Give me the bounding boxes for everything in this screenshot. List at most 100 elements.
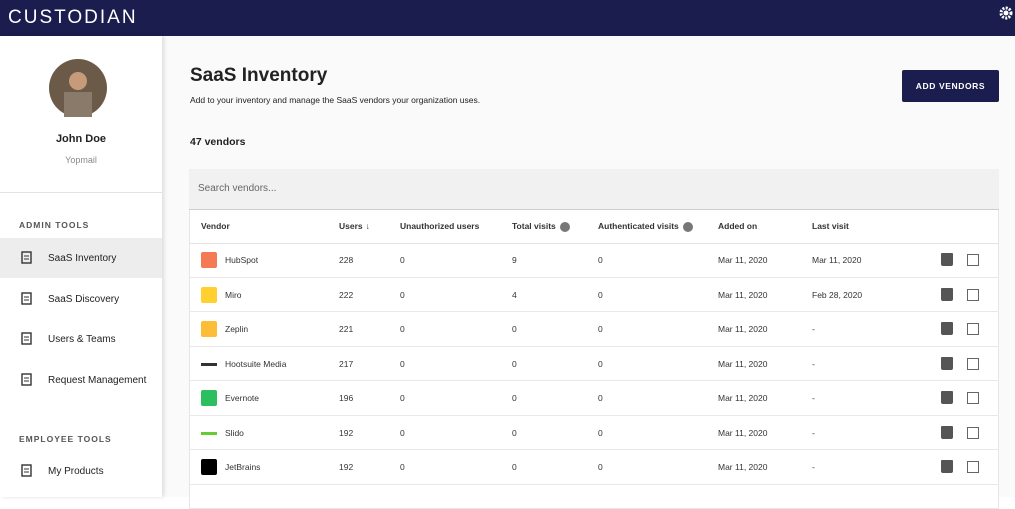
table-cell: Miro: [225, 289, 242, 300]
table-cell: 0: [400, 462, 405, 472]
table-cell: Mar 11, 2020: [718, 427, 768, 438]
table-row: [189, 312, 999, 347]
header-divider: [189, 243, 999, 244]
table-cell: 0: [598, 358, 603, 369]
logo: CUSTODIAN: [8, 7, 138, 28]
table-row: [189, 278, 999, 312]
table-cell: 192: [339, 427, 354, 438]
vendor-logo: [201, 321, 217, 337]
table-cell: 0: [400, 255, 405, 265]
table-row: [189, 243, 999, 278]
nav-item[interactable]: SaaS Inventory: [0, 238, 162, 278]
open-link-icon[interactable]: [967, 392, 979, 404]
table-cell: 0: [512, 324, 517, 334]
open-link-icon[interactable]: [967, 254, 979, 266]
info-icon: [682, 221, 693, 232]
table-cell: Mar 11, 2020: [718, 393, 768, 403]
table-cell: 0: [400, 358, 405, 369]
table-card: [189, 169, 999, 509]
nav-icon: [21, 373, 32, 386]
table-cell: Mar 11, 2020: [812, 255, 862, 265]
table-cell: 0: [598, 393, 603, 403]
column-header: Users ↓: [339, 221, 370, 231]
table-cell: -: [812, 358, 815, 369]
bag-icon[interactable]: [941, 391, 953, 404]
top-bar: CUSTODIAN: [0, 0, 1015, 36]
column-header: Total visits: [512, 221, 570, 232]
table-cell: 0: [598, 462, 603, 472]
search-input[interactable]: Search vendors...: [189, 169, 999, 210]
nav-label: Users & Teams: [48, 333, 116, 345]
table-cell: -: [812, 393, 815, 403]
table-cell: 0: [400, 324, 405, 334]
page-subtitle: Add to your inventory and manage the Saa…: [190, 95, 481, 105]
table-cell: Hootsuite Media: [225, 358, 287, 369]
table-row: [189, 416, 999, 450]
open-link-icon[interactable]: [967, 357, 979, 370]
column-header: Last visit: [812, 221, 849, 231]
bag-icon[interactable]: [941, 425, 953, 439]
bag-icon[interactable]: [941, 460, 953, 473]
vendor-logo: [201, 390, 217, 406]
vendor-logo: [201, 286, 217, 303]
table-row: [189, 450, 999, 485]
vendor-logo: [201, 362, 217, 366]
section-title: EMPLOYEE TOOLS: [19, 434, 112, 444]
nav-label: Request Management: [48, 374, 147, 386]
table-cell: 0: [598, 255, 603, 265]
table-cell: 217: [339, 358, 354, 369]
open-link-icon[interactable]: [967, 461, 979, 473]
open-link-icon[interactable]: [967, 323, 979, 335]
table-cell: 0: [512, 393, 517, 403]
avatar: [49, 59, 107, 117]
table-cell: Slido: [225, 427, 244, 438]
table-cell: -: [812, 427, 815, 438]
bag-icon[interactable]: [941, 287, 953, 301]
table-cell: 0: [598, 427, 603, 438]
table-cell: 0: [512, 358, 517, 369]
table-row: [189, 381, 999, 416]
column-header: Vendor: [201, 221, 230, 231]
nav-item[interactable]: My Products: [0, 451, 162, 491]
open-link-icon[interactable]: [967, 288, 979, 301]
vendor-logo: [201, 252, 217, 268]
table-row: [189, 347, 999, 381]
table-cell: 221: [339, 324, 354, 334]
column-header: Unauthorized users: [400, 221, 480, 231]
column-header: Added on: [718, 221, 758, 231]
table-cell: Mar 11, 2020: [718, 255, 768, 265]
nav-item[interactable]: SaaS Discovery: [0, 279, 162, 319]
table-cell: Mar 11, 2020: [718, 358, 768, 369]
sort-arrow: ↓: [365, 221, 370, 231]
add-vendors-button[interactable]: ADD VENDORS: [902, 70, 999, 102]
settings-icon[interactable]: [999, 6, 1013, 20]
table-cell: Mar 11, 2020: [718, 289, 768, 300]
sidebar: John Doe Yopmail ADMIN TOOLS SaaS Invento…: [0, 36, 162, 497]
table-cell: 0: [400, 289, 405, 300]
vendor-count: 47 vendors: [190, 136, 246, 148]
table-cell: Feb 28, 2020: [812, 289, 863, 300]
nav-item[interactable]: Request Management: [0, 360, 162, 400]
nav-icon: [21, 464, 32, 477]
bag-icon[interactable]: [941, 253, 953, 266]
user-company: Yopmail: [65, 155, 97, 165]
table-cell: 0: [598, 324, 603, 334]
table-cell: -: [812, 324, 815, 334]
nav-icon: [21, 251, 32, 264]
table-cell: 222: [339, 289, 354, 300]
bag-icon[interactable]: [941, 322, 953, 335]
table-cell: 228: [339, 255, 354, 265]
table-cell: 0: [512, 462, 517, 472]
table-cell: Evernote: [225, 393, 260, 403]
table-cell: Mar 11, 2020: [718, 462, 768, 472]
table-cell: Zeplin: [225, 324, 249, 334]
nav-label: My Products: [48, 465, 104, 477]
vendor-logo: [201, 459, 217, 475]
section-title: ADMIN TOOLS: [19, 220, 90, 230]
bag-icon[interactable]: [941, 356, 953, 370]
open-link-icon[interactable]: [967, 426, 979, 439]
nav-item[interactable]: Users & Teams: [0, 319, 162, 359]
table-cell: 0: [400, 427, 405, 438]
table-cell: -: [812, 462, 815, 472]
